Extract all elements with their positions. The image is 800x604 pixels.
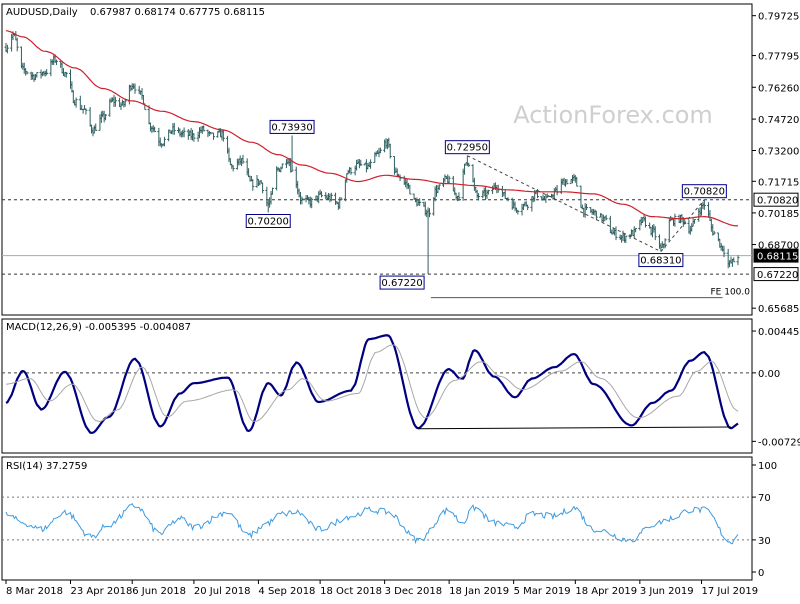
axis-tag-0.67220: 0.67220 [753, 267, 799, 282]
x-axis-tick-label: 18 Jan 2019 [449, 586, 509, 597]
annotation-box [681, 184, 727, 199]
sma-line [5, 30, 739, 227]
annotation-label: 0.70200 [248, 217, 289, 228]
annotation-label: 0.70820 [684, 187, 725, 198]
price-axis-tick-label: 0.65685 [758, 304, 799, 315]
x-axis-tick-label: 8 Mar 2018 [6, 586, 63, 597]
annotation-box [269, 119, 315, 134]
x-axis-tick-label: 20 Jul 2018 [194, 586, 251, 597]
annotation-0.73930: 0.73930 [269, 119, 315, 134]
x-axis-tick-label: 23 Apr 2018 [71, 586, 133, 597]
macd-axis-tick-label: 0.00 [758, 369, 780, 380]
axis-tag-0.70820: 0.70820 [753, 192, 799, 207]
watermark: ActionForex.com [513, 101, 713, 129]
macd-panel-border [1, 318, 753, 454]
macd-axis-tick-label: -0.007298 [758, 437, 800, 448]
price-axis-tick-label: 0.71715 [758, 177, 799, 188]
axis-tag-label: 0.70820 [757, 196, 798, 207]
price-axis-tick-label: 0.76260 [758, 83, 799, 94]
annotation-label: 0.67220 [381, 278, 422, 289]
annotation-0.72950: 0.72950 [444, 140, 490, 155]
rsi-panel-border [1, 456, 753, 581]
annotation-box [245, 214, 291, 229]
price-panel-ohlc: 0.67987 0.68174 0.67775 0.68115 [90, 7, 265, 18]
x-axis-tick-label: 18 Apr 2019 [575, 586, 637, 597]
x-axis-tick-label: 18 Oct 2018 [320, 586, 382, 597]
price-axis-tick-label: 0.70185 [758, 209, 799, 220]
annotation-label: 0.72950 [447, 143, 488, 154]
price-panel-border [1, 3, 753, 316]
x-axis-tick-label: 5 Mar 2019 [514, 586, 571, 597]
fe-label: FE 100.0 [711, 288, 751, 298]
x-axis-tick-label: 17 Jul 2019 [702, 586, 759, 597]
axis-tag-box [753, 248, 799, 263]
price-guide-1 [660, 199, 705, 252]
x-axis-tick-label: 3 Jun 2019 [640, 586, 694, 597]
rsi-axis-tick-label: 100 [758, 461, 777, 472]
price-panel-title: AUDUSD,Daily [6, 7, 78, 18]
annotation-box [379, 275, 425, 290]
price-bars [4, 31, 740, 275]
x-axis-tick-label: 3 Dec 2018 [385, 586, 443, 597]
axis-tag-box [753, 192, 799, 207]
macd-trendline [418, 426, 731, 430]
annotation-0.70820: 0.70820 [681, 184, 727, 199]
price-guide-0 [467, 155, 662, 253]
axis-tag-box [753, 267, 799, 282]
annotation-0.68310: 0.68310 [638, 253, 684, 268]
macd-panel-title: MACD(12,26,9) -0.005395 -0.004087 [6, 322, 191, 333]
rsi-panel-title: RSI(14) 37.2759 [6, 461, 87, 472]
price-axis-tick-label: 0.73200 [758, 147, 799, 158]
rsi-line [5, 502, 739, 545]
annotation-box [638, 253, 684, 268]
annotation-label: 0.73930 [271, 122, 312, 133]
annotation-label: 0.68310 [640, 256, 681, 267]
rsi-axis-tick-label: 0 [758, 568, 764, 579]
axis-tag-0.68115: 0.68115 [753, 248, 799, 263]
axis-tag-label: 0.67220 [757, 270, 798, 281]
price-axis-tick-label: 0.74720 [758, 115, 799, 126]
x-axis-tick-label: 6 Jun 2018 [132, 586, 186, 597]
rsi-axis-tick-label: 30 [758, 536, 771, 547]
axis-tag-label: 0.68115 [757, 252, 798, 263]
rsi-axis-tick-label: 70 [758, 493, 771, 504]
macd-axis-tick-label: 0.004456 [758, 327, 800, 338]
price-axis-tick-label: 0.68700 [758, 241, 799, 252]
price-axis-tick-label: 0.79725 [758, 12, 799, 23]
annotation-box [444, 140, 490, 155]
macd-line [5, 334, 739, 435]
annotation-0.70200: 0.70200 [245, 214, 291, 229]
signal-line [6, 344, 739, 423]
x-axis-tick-label: 4 Sep 2018 [258, 586, 315, 597]
price-axis-tick-label: 0.77795 [758, 52, 799, 63]
annotation-0.67220: 0.67220 [379, 275, 425, 290]
